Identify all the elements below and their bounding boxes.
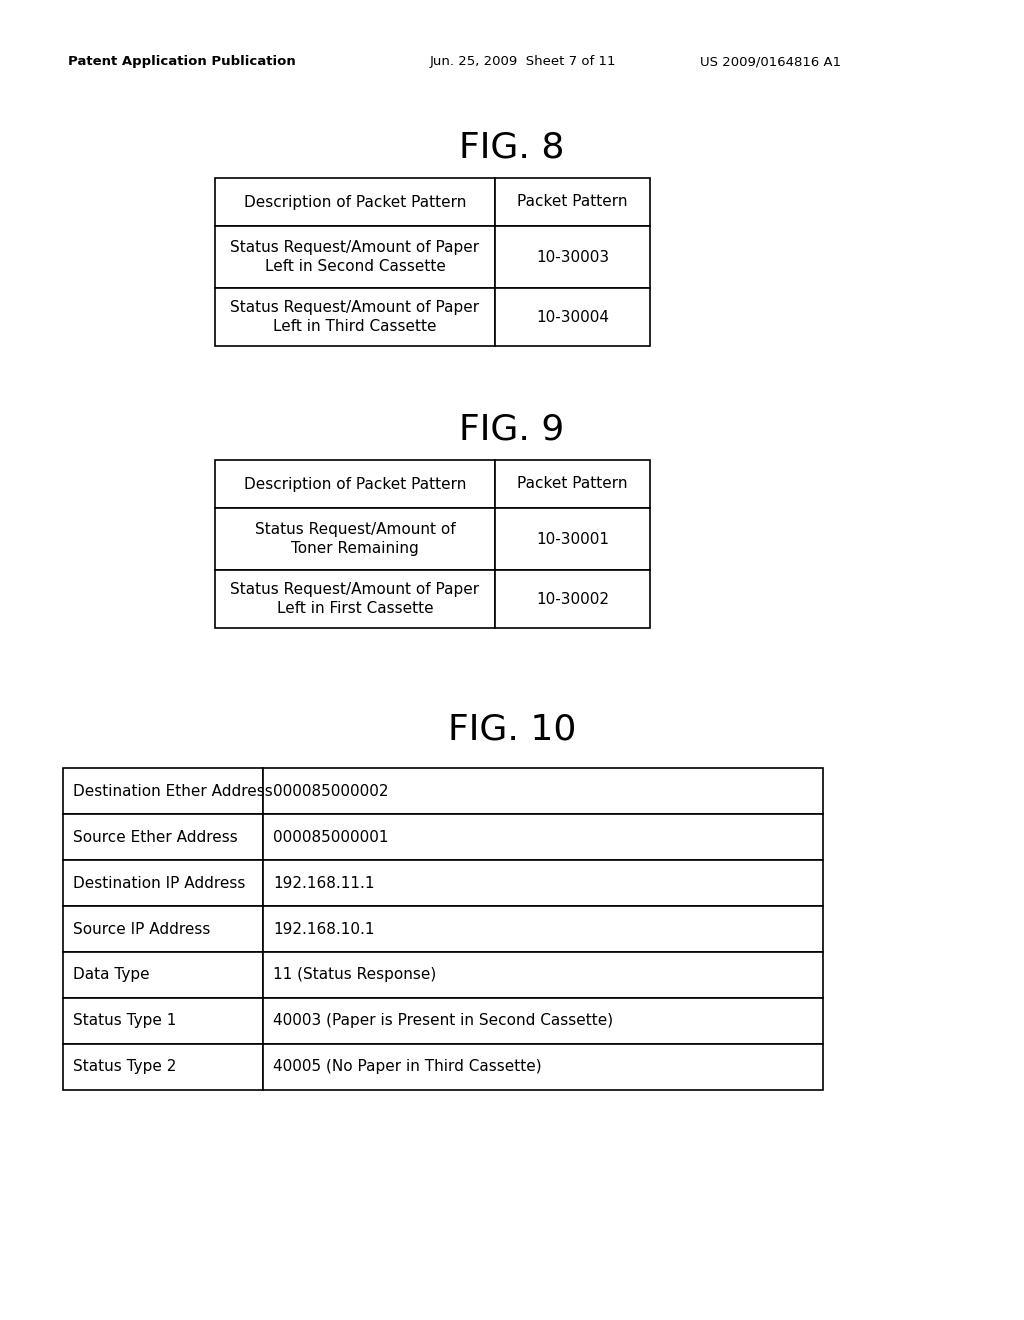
Bar (63, 952, 263, 998)
Bar (215, 508, 495, 570)
Bar (263, 952, 823, 998)
Text: Source IP Address: Source IP Address (73, 921, 210, 936)
Text: 10-30001: 10-30001 (536, 532, 609, 546)
Bar (495, 226, 650, 288)
Text: Status Type 1: Status Type 1 (73, 1014, 176, 1028)
Bar (63, 906, 263, 952)
Text: Description of Packet Pattern: Description of Packet Pattern (244, 477, 466, 491)
Bar (63, 1044, 263, 1090)
Bar (215, 226, 495, 288)
Text: 10-30003: 10-30003 (536, 249, 609, 264)
Text: Data Type: Data Type (73, 968, 150, 982)
Text: 10-30004: 10-30004 (536, 309, 609, 325)
Text: Status Request/Amount of Paper
Left in First Cassette: Status Request/Amount of Paper Left in F… (230, 582, 479, 616)
Bar (63, 814, 263, 861)
Text: Source Ether Address: Source Ether Address (73, 829, 238, 845)
Text: Description of Packet Pattern: Description of Packet Pattern (244, 194, 466, 210)
Text: 11 (Status Response): 11 (Status Response) (273, 968, 436, 982)
Text: Jun. 25, 2009  Sheet 7 of 11: Jun. 25, 2009 Sheet 7 of 11 (430, 55, 616, 69)
Bar (215, 178, 495, 226)
Text: 40003 (Paper is Present in Second Cassette): 40003 (Paper is Present in Second Casset… (273, 1014, 613, 1028)
Bar (263, 906, 823, 952)
Text: 192.168.11.1: 192.168.11.1 (273, 875, 375, 891)
Text: 000085000002: 000085000002 (273, 784, 388, 799)
Text: Destination IP Address: Destination IP Address (73, 875, 246, 891)
Bar (263, 1044, 823, 1090)
Bar (495, 178, 650, 226)
Bar (63, 861, 263, 906)
Bar (495, 508, 650, 570)
Bar (215, 459, 495, 508)
Bar (263, 861, 823, 906)
Text: US 2009/0164816 A1: US 2009/0164816 A1 (700, 55, 841, 69)
Text: 000085000001: 000085000001 (273, 829, 388, 845)
Bar (495, 570, 650, 628)
Bar (215, 570, 495, 628)
Text: 192.168.10.1: 192.168.10.1 (273, 921, 375, 936)
Bar (263, 998, 823, 1044)
Text: 10-30002: 10-30002 (536, 591, 609, 606)
Text: Status Request/Amount of
Toner Remaining: Status Request/Amount of Toner Remaining (255, 523, 456, 556)
Bar (263, 814, 823, 861)
Text: FIG. 10: FIG. 10 (447, 713, 577, 747)
Bar (63, 998, 263, 1044)
Text: FIG. 8: FIG. 8 (459, 131, 565, 165)
Text: Patent Application Publication: Patent Application Publication (68, 55, 296, 69)
Bar (263, 768, 823, 814)
Bar (495, 459, 650, 508)
Text: Status Request/Amount of Paper
Left in Third Cassette: Status Request/Amount of Paper Left in T… (230, 300, 479, 334)
Text: Destination Ether Address: Destination Ether Address (73, 784, 272, 799)
Text: Packet Pattern: Packet Pattern (517, 477, 628, 491)
Text: Status Request/Amount of Paper
Left in Second Cassette: Status Request/Amount of Paper Left in S… (230, 240, 479, 273)
Bar (215, 288, 495, 346)
Text: 40005 (No Paper in Third Cassette): 40005 (No Paper in Third Cassette) (273, 1060, 542, 1074)
Bar (63, 768, 263, 814)
Text: Packet Pattern: Packet Pattern (517, 194, 628, 210)
Text: Status Type 2: Status Type 2 (73, 1060, 176, 1074)
Text: FIG. 9: FIG. 9 (460, 413, 564, 447)
Bar (495, 288, 650, 346)
